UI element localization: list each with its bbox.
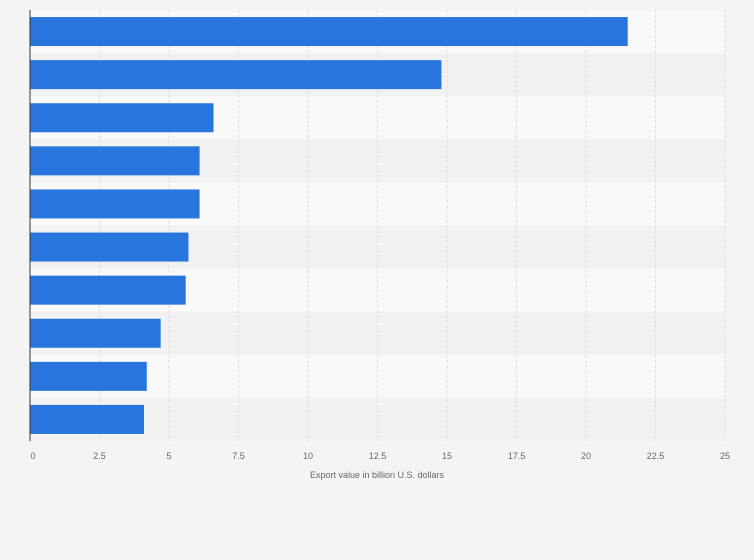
x-tick-label: 25 (720, 451, 730, 461)
x-tick-label: 20 (581, 451, 591, 461)
bar[interactable] (30, 146, 200, 176)
x-tick-label: 15 (442, 451, 452, 461)
x-tick-label: 5 (166, 451, 171, 461)
x-tick-label: 12.5 (369, 451, 387, 461)
bar[interactable] (30, 318, 161, 348)
gridlines (99, 10, 726, 441)
bar[interactable] (30, 103, 214, 133)
bars (30, 17, 628, 434)
bar[interactable] (30, 275, 186, 305)
bar[interactable] (30, 60, 442, 90)
x-tick-label: 17.5 (508, 451, 526, 461)
x-axis-ticks: 0 2.5 5 7.5 10 12.5 15 17.5 20 22.5 25 (30, 451, 730, 461)
bar[interactable] (30, 189, 200, 219)
bar[interactable] (30, 17, 628, 47)
bar[interactable] (30, 361, 147, 391)
bar[interactable] (30, 404, 144, 434)
bar[interactable] (30, 232, 189, 262)
x-axis-title: Export value in billion U.S. dollars (310, 470, 445, 480)
x-tick-label: 10 (303, 451, 313, 461)
x-tick-label: 22.5 (647, 451, 665, 461)
x-tick-label: 2.5 (93, 451, 106, 461)
x-tick-label: 0 (30, 451, 35, 461)
x-tick-label: 7.5 (232, 451, 245, 461)
